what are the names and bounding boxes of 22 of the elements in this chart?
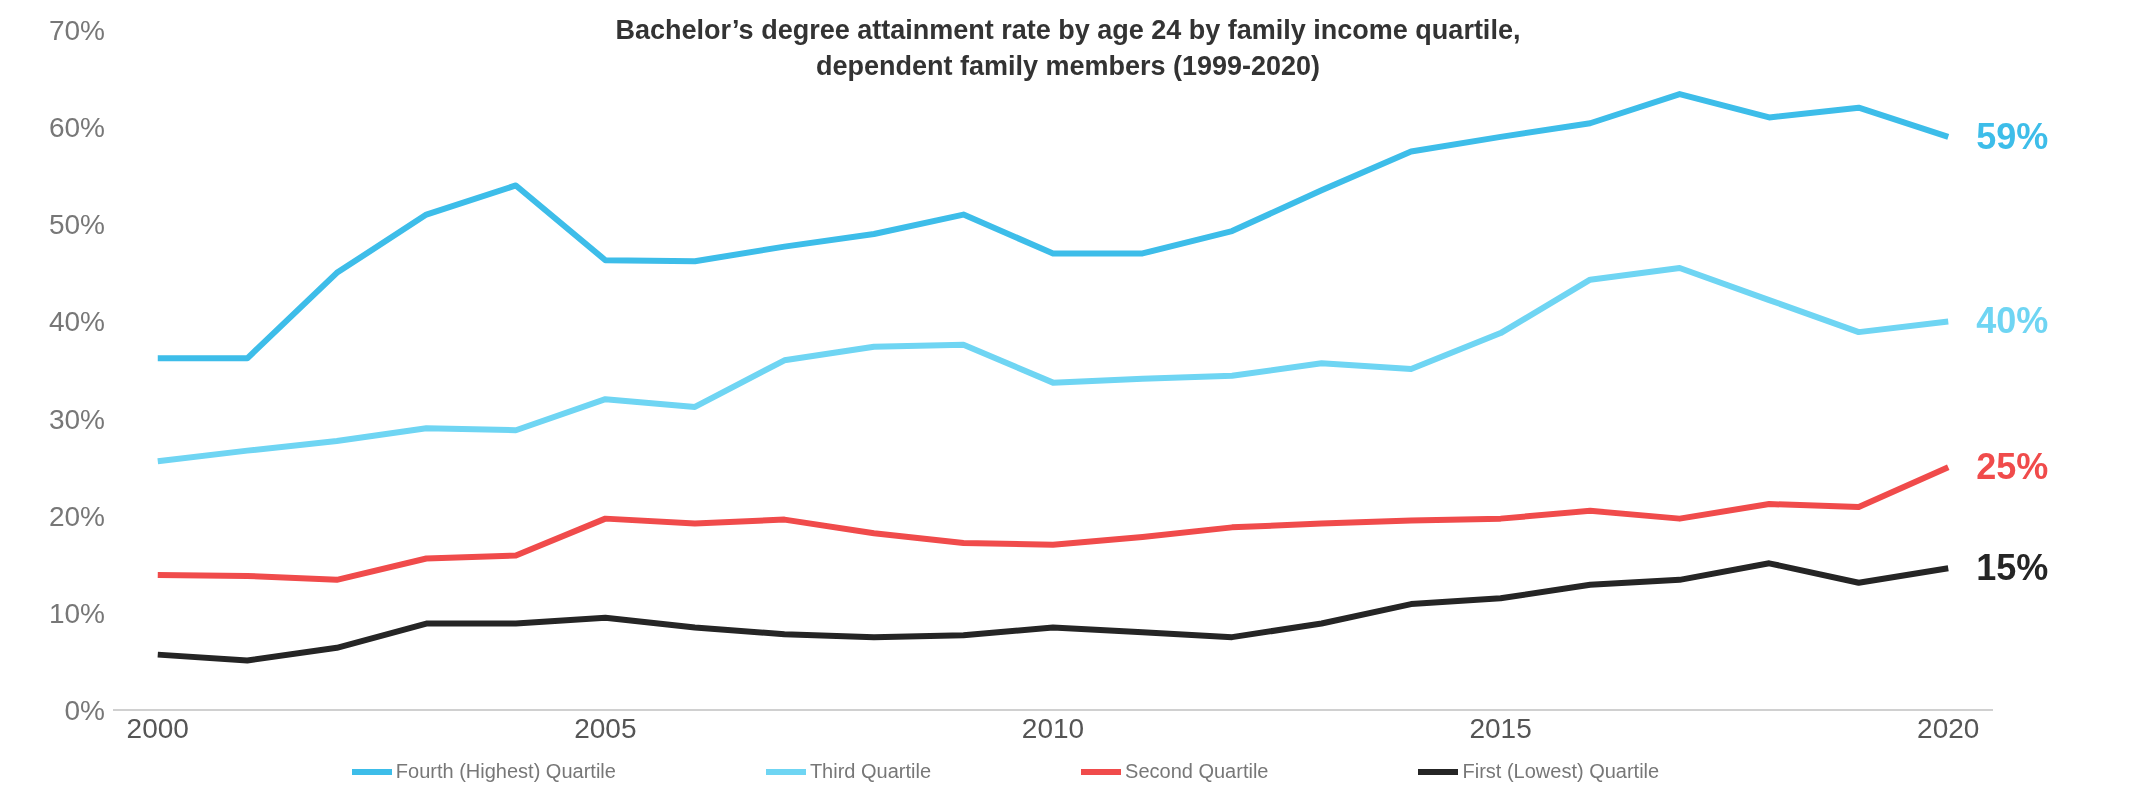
data-label: 15% bbox=[1976, 547, 2049, 589]
data-label: 40% bbox=[1976, 300, 2049, 342]
x-tick-label: 2000 bbox=[126, 712, 189, 744]
data-label: 25% bbox=[1976, 446, 2049, 488]
y-tick-label: 60% bbox=[48, 112, 105, 144]
x-tick-label: 2020 bbox=[1917, 712, 1980, 744]
x-tick-label: 2010 bbox=[1021, 712, 1085, 744]
x-tick-label: 2015 bbox=[1469, 712, 1532, 744]
x-tick-label: 2005 bbox=[574, 712, 637, 744]
y-tick-label: 20% bbox=[48, 500, 105, 532]
y-tick-label: 0% bbox=[64, 694, 105, 726]
data-label: 59% bbox=[1976, 115, 2049, 157]
y-tick-label: 70% bbox=[48, 14, 105, 46]
y-tick-label: 10% bbox=[48, 597, 105, 629]
y-tick-label: 50% bbox=[48, 209, 105, 241]
legend-label: Third Quartile bbox=[809, 760, 932, 783]
y-tick-label: 40% bbox=[48, 306, 105, 338]
legend-label: Fourth (Highest) Quartile bbox=[395, 760, 616, 783]
chart-title: Bachelor’s degree attainment rate by age 24 by family income quartile, dependent family members (1999-2020) bbox=[614, 14, 1522, 83]
legend-label: Second Quartile bbox=[1125, 760, 1269, 783]
legend-label: First (Lowest) Quartile bbox=[1462, 760, 1660, 783]
y-tick-label: 30% bbox=[48, 403, 105, 435]
